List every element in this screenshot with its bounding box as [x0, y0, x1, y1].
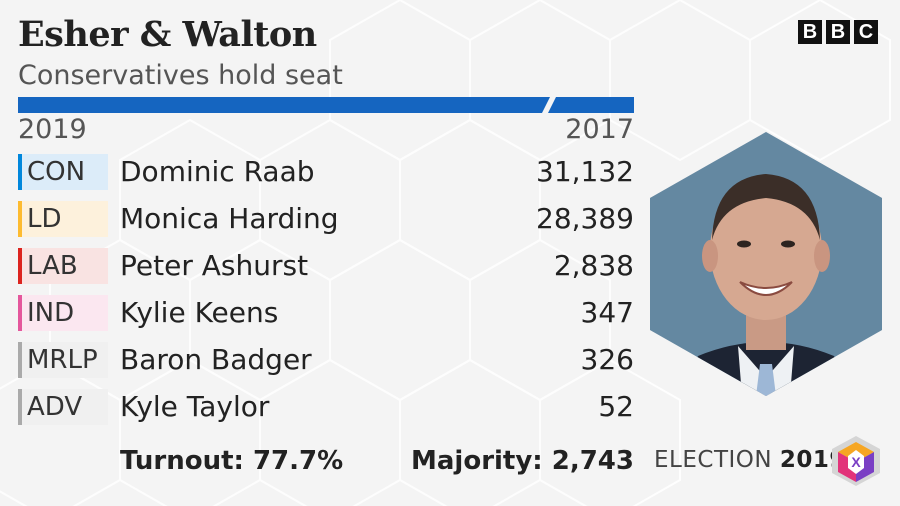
candidate-row: LD Monica Harding 28,389 [18, 201, 634, 237]
bbc-logo-letter: B [826, 20, 850, 44]
party-abbr: MRLP [27, 345, 98, 375]
bbc-logo-letter: C [854, 20, 878, 44]
party-abbr: LD [27, 204, 62, 234]
bbc-logo-letter: B [798, 20, 822, 44]
candidate-row: MRLP Baron Badger 326 [18, 342, 634, 378]
candidate-votes: 326 [580, 343, 634, 376]
party-label: CON [18, 154, 108, 190]
party-tint [22, 154, 108, 190]
majority-text: Majority: 2,743 [411, 446, 634, 476]
candidate-row: LAB Peter Ashurst 2,838 [18, 248, 634, 284]
party-color-stripe [18, 248, 22, 284]
year-current: 2019 [18, 114, 87, 145]
party-color-stripe [18, 201, 22, 237]
candidate-votes: 31,132 [536, 155, 634, 188]
party-tint [22, 389, 108, 425]
party-tint [22, 201, 108, 237]
party-abbr: CON [27, 157, 86, 187]
party-abbr: IND [27, 298, 75, 328]
candidate-row: ADV Kyle Taylor 52 [18, 389, 634, 425]
svg-text:X: X [851, 454, 861, 470]
party-label: IND [18, 295, 108, 331]
party-label: ADV [18, 389, 108, 425]
candidate-name: Baron Badger [120, 343, 312, 376]
party-abbr: ADV [27, 392, 83, 422]
result-bar-2017 [548, 97, 634, 113]
party-tint [22, 295, 108, 331]
winner-portrait [650, 132, 882, 396]
party-color-stripe [18, 295, 22, 331]
party-abbr: LAB [27, 251, 78, 281]
result-bar [18, 97, 634, 113]
election-2019-label: ELECTION 2019 [654, 447, 846, 473]
bbc-logo: B B C [798, 20, 878, 44]
party-tint [22, 342, 108, 378]
constituency-title: Esher & Walton [18, 14, 317, 55]
result-subtitle: Conservatives hold seat [18, 60, 343, 91]
candidate-name: Monica Harding [120, 202, 339, 235]
turnout-text: Turnout: 77.7% [120, 446, 344, 476]
party-label: LD [18, 201, 108, 237]
candidate-row: CON Dominic Raab 31,132 [18, 154, 634, 190]
candidate-votes: 347 [580, 296, 634, 329]
candidate-row: IND Kylie Keens 347 [18, 295, 634, 331]
candidate-name: Peter Ashurst [120, 249, 309, 282]
party-tint [22, 248, 108, 284]
candidate-votes: 2,838 [553, 249, 634, 282]
candidate-name: Kyle Taylor [120, 390, 270, 423]
candidate-name: Dominic Raab [120, 155, 315, 188]
candidate-votes: 52 [598, 390, 634, 423]
party-color-stripe [18, 342, 22, 378]
party-color-stripe [18, 389, 22, 425]
candidate-votes: 28,389 [536, 202, 634, 235]
ballot-x-icon: X [832, 436, 880, 486]
year-previous: 2017 [565, 114, 634, 145]
party-label: LAB [18, 248, 108, 284]
party-color-stripe [18, 154, 22, 190]
party-label: MRLP [18, 342, 108, 378]
candidate-name: Kylie Keens [120, 296, 279, 329]
election-word: ELECTION [654, 447, 773, 473]
result-bar-2019 [18, 97, 550, 113]
